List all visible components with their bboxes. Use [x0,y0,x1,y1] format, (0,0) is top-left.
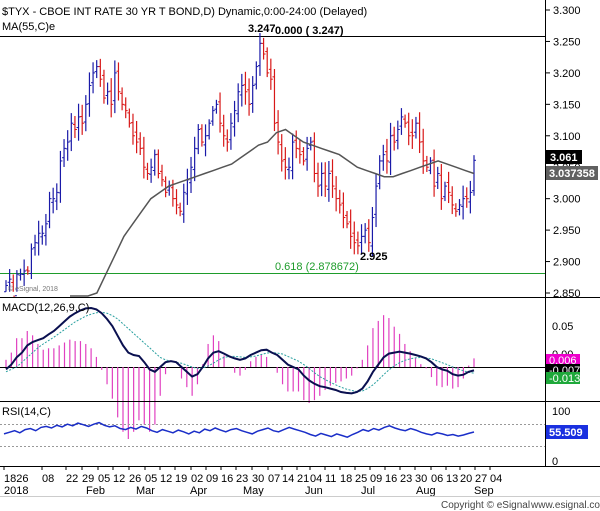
x-day-label: 12 [160,473,172,485]
macd-label: MACD(12,26,9,C) [2,302,89,314]
x-day-label: 09 [370,473,382,485]
x-day-label: 07 [268,473,280,485]
price-tick-label: 3.200 [553,68,581,80]
x-month-label: 2018 [4,485,28,497]
x-day-label: 21 [297,473,309,485]
x-day-label: 22 [66,473,78,485]
x-month-label: Mar [136,485,155,497]
x-day-label: 30 [415,473,427,485]
ma-price-tag-text: 3.037358 [549,168,595,180]
x-month-label: Jul [361,485,375,497]
price-tick-label: 2.900 [553,257,581,269]
x-day-label: 14 [282,473,294,485]
x-day-label: 19 [175,473,187,485]
price-tick-label: 3.000 [553,194,581,206]
x-day-label: 04 [310,473,322,485]
x-day-label: 29 [82,473,94,485]
x-day-label: 09 [206,473,218,485]
low-marker-label: 2.925 [360,251,388,263]
price-tick-label: 3.100 [553,131,581,143]
last-price-tag [546,150,582,164]
x-day-label: 23 [400,473,412,485]
macd-tick-high: 0.05 [552,321,573,333]
x-day-label: 27 [475,473,487,485]
rsi-tick-0: 0 [552,456,558,468]
price-bars [4,33,476,297]
last-price-tag-text: 3.061 [550,152,578,164]
x-month-label: Feb [86,485,105,497]
x-month-label: Aug [416,485,436,497]
signal-line [5,311,475,393]
x-month-label: Jun [305,485,323,497]
x-day-label: 08 [42,473,54,485]
x-day-label: 20 [460,473,472,485]
price-tick-label: 2.950 [553,225,581,237]
macd-signal-tag [546,372,580,384]
rsi-tick-100: 100 [552,406,570,418]
price-tick-label: 2.850 [553,288,581,300]
rsi-label: RSI(14,C) [2,406,51,418]
x-day-label: 18 [340,473,352,485]
x-day-label: 05 [145,473,157,485]
ma-label: MA(55,C)e [2,21,55,33]
ma-price-tag [546,166,598,180]
price-tick-label: 3.300 [553,5,581,17]
rsi-tag-text: 55.509 [549,427,583,439]
price-panel: $TYX - CBOE INT RATE 30 YR T BOND,D) Dyn… [0,6,545,297]
x-day-label: 25 [355,473,367,485]
high-marker-label: 3.247 [248,23,276,35]
footer-brand: Copyright © eSignal [441,500,530,511]
x-day-label: 16 [385,473,397,485]
fib-label: 0.618 (2.878672) [275,261,359,273]
x-day-label: 23 [236,473,248,485]
x-day-label: 06 [431,473,443,485]
ma55-line [70,128,475,297]
x-day-label: 11 [325,473,336,485]
rsi-tag [546,425,588,439]
x-day-label: 02 [191,473,203,485]
footer-bar [0,496,600,511]
rsi-line [3,421,475,439]
x-month-label: Sep [474,485,494,497]
footer-website[interactable]: www.esignal.com [530,500,600,511]
x-day-label: 1826 [4,473,28,485]
x-day-label: 30 [252,473,264,485]
macd-line [5,306,475,395]
x-day-label: 05 [98,473,110,485]
x-day-label: 16 [221,473,233,485]
macd-hist-tag [546,354,580,366]
price-tick-label: 3.250 [553,36,581,48]
copyright-mark: © eSignal, 2018 [8,285,58,293]
x-day-label: 12 [113,473,125,485]
x-day-label: 26 [129,473,141,485]
x-month-label: May [243,485,264,497]
high-value-label: 0.000 ( 3.247) [275,25,344,37]
x-day-label: 04 [490,473,502,485]
x-axis: 1826 08 22 29 05 12 26 05 12 19 02 09 16 23 30 07 14 21 04… [3,466,502,497]
chart-title: $TYX - CBOE INT RATE 30 YR T BOND,D) Dyn… [2,6,367,18]
x-month-label: Apr [190,485,207,497]
macd-signal-tag-text: -0.013 [549,373,580,385]
x-day-label: 13 [446,473,458,485]
price-tick-label: 3.150 [553,99,581,111]
